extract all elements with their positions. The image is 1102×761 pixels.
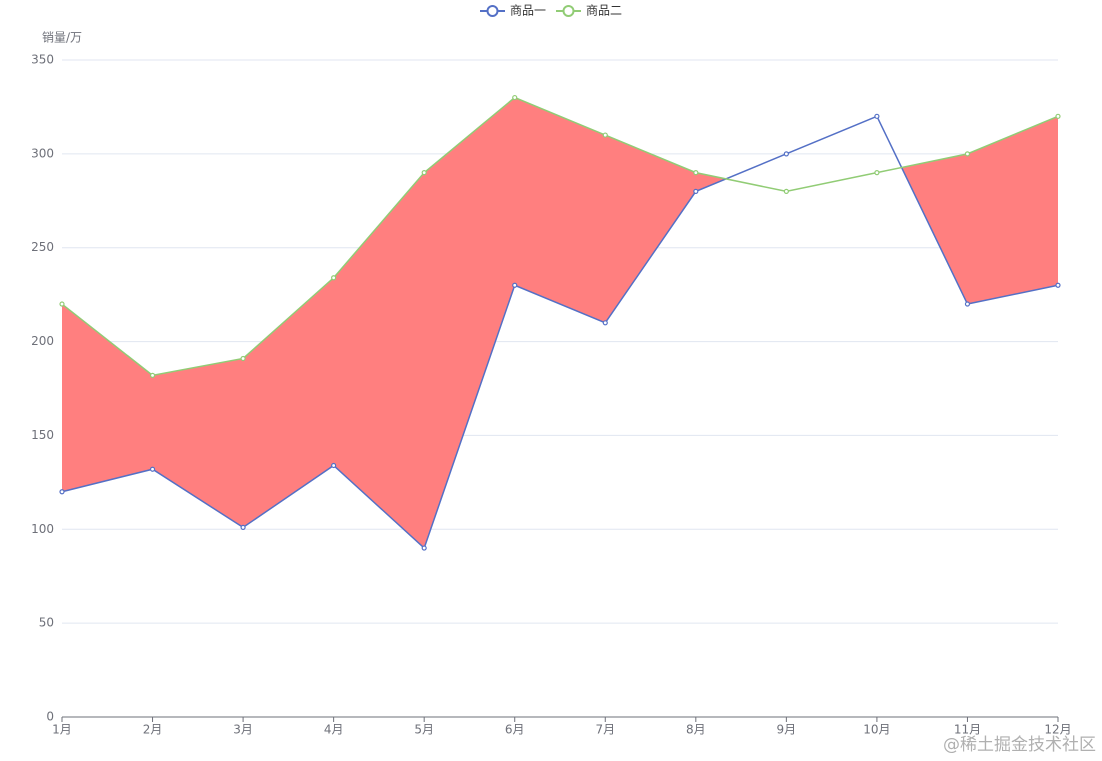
y-tick-label: 200	[31, 334, 54, 348]
y-tick-label: 300	[31, 146, 54, 160]
data-point	[783, 151, 789, 157]
y-tick-label: 150	[31, 428, 54, 442]
data-point	[874, 113, 880, 119]
y-tick-label: 50	[39, 616, 54, 630]
x-tick-label: 7月	[595, 723, 615, 737]
legend-label: 商品二	[586, 3, 622, 18]
legend-item[interactable]: 商品一	[480, 3, 546, 18]
data-point	[964, 151, 971, 157]
data-point	[1055, 282, 1061, 288]
legend-symbol	[486, 5, 499, 17]
watermark: @稀土掘金技术社区	[943, 735, 1096, 755]
x-tick-label: 1月	[52, 723, 72, 737]
x-tick-label: 12月	[1044, 723, 1071, 737]
data-point	[512, 94, 518, 101]
data-point	[874, 170, 880, 176]
x-tick-label: 10月	[863, 723, 890, 737]
y-tick-label: 100	[31, 522, 54, 536]
data-point	[1055, 113, 1061, 119]
legend-label: 商品一	[510, 3, 546, 18]
y-tick-label: 0	[46, 710, 54, 724]
x-tick-label: 11月	[954, 723, 981, 737]
x-tick-label: 4月	[324, 723, 344, 737]
series-line	[61, 115, 1059, 550]
data-point	[602, 132, 608, 138]
data-point	[693, 188, 699, 194]
data-point	[421, 170, 427, 176]
x-tick-label: 3月	[233, 723, 253, 737]
x-tick-label: 6月	[505, 723, 525, 737]
series-line	[61, 96, 1059, 377]
data-point	[331, 462, 337, 469]
y-axis-label: 销量/万	[42, 31, 82, 45]
x-tick-label: 9月	[777, 723, 797, 737]
difference-area	[62, 97, 1058, 549]
y-tick-label: 250	[31, 240, 54, 254]
data-point	[783, 188, 789, 194]
data-point	[149, 466, 156, 472]
x-tick-label: 2月	[143, 723, 163, 737]
legend-item[interactable]: 商品二	[556, 3, 622, 18]
data-point	[149, 372, 156, 378]
legend-symbol	[562, 5, 575, 17]
data-point	[512, 282, 518, 288]
data-point	[421, 545, 427, 551]
y-tick-label: 350	[31, 53, 54, 67]
data-point	[602, 320, 608, 326]
data-point	[240, 355, 246, 362]
data-point	[693, 170, 699, 176]
data-point	[240, 524, 246, 531]
data-point	[59, 301, 65, 307]
x-tick-label: 5月	[414, 723, 434, 737]
data-point	[59, 489, 65, 495]
data-point	[331, 275, 337, 281]
x-tick-label: 8月	[686, 723, 706, 737]
data-point	[964, 301, 971, 307]
